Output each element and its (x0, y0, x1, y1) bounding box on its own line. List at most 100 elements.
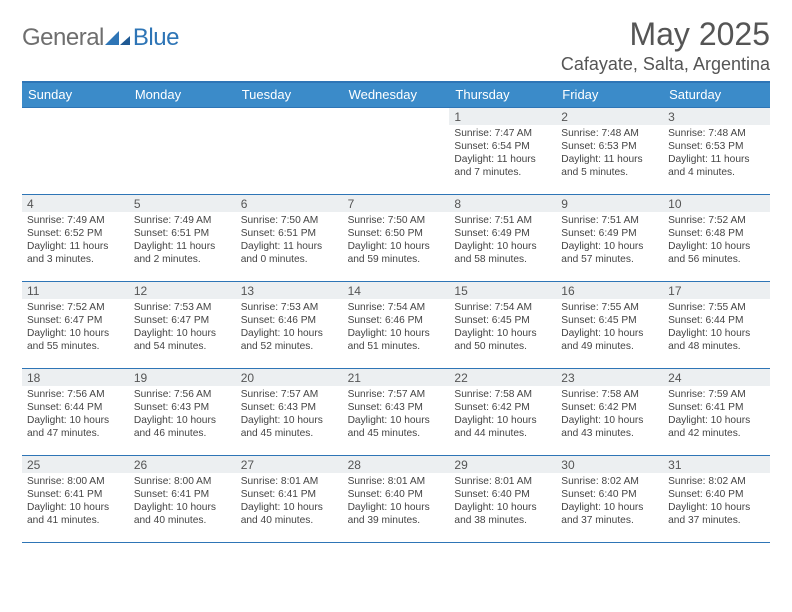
day-details: Sunrise: 7:58 AMSunset: 6:42 PMDaylight:… (556, 386, 663, 444)
day-cell: 24Sunrise: 7:59 AMSunset: 6:41 PMDayligh… (663, 369, 770, 455)
day-details: Sunrise: 7:52 AMSunset: 6:47 PMDaylight:… (22, 299, 129, 357)
day-number-row: 3 (663, 108, 770, 125)
detail-ss: Sunset: 6:50 PM (348, 227, 445, 240)
detail-sr: Sunrise: 7:49 AM (134, 214, 231, 227)
detail-ss: Sunset: 6:42 PM (561, 401, 658, 414)
detail-sr: Sunrise: 7:59 AM (668, 388, 765, 401)
detail-ss: Sunset: 6:40 PM (454, 488, 551, 501)
detail-d1: Daylight: 10 hours (454, 414, 551, 427)
detail-d2: and 52 minutes. (241, 340, 338, 353)
detail-d1: Daylight: 10 hours (27, 327, 124, 340)
week-row: 1Sunrise: 7:47 AMSunset: 6:54 PMDaylight… (22, 107, 770, 194)
day-number: 26 (134, 458, 147, 472)
detail-sr: Sunrise: 7:52 AM (668, 214, 765, 227)
calendar-bottom-rule (22, 542, 770, 543)
detail-d2: and 7 minutes. (454, 166, 551, 179)
detail-sr: Sunrise: 7:56 AM (134, 388, 231, 401)
day-details: Sunrise: 7:56 AMSunset: 6:44 PMDaylight:… (22, 386, 129, 444)
detail-ss: Sunset: 6:51 PM (241, 227, 338, 240)
detail-d2: and 58 minutes. (454, 253, 551, 266)
day-details: Sunrise: 7:50 AMSunset: 6:51 PMDaylight:… (236, 212, 343, 270)
day-number: 23 (561, 371, 574, 385)
day-details: Sunrise: 7:50 AMSunset: 6:50 PMDaylight:… (343, 212, 450, 270)
day-number-row: 30 (556, 456, 663, 473)
detail-d2: and 51 minutes. (348, 340, 445, 353)
day-number-row: 13 (236, 282, 343, 299)
day-cell: 28Sunrise: 8:01 AMSunset: 6:40 PMDayligh… (343, 456, 450, 542)
detail-d2: and 37 minutes. (668, 514, 765, 527)
day-cell: 29Sunrise: 8:01 AMSunset: 6:40 PMDayligh… (449, 456, 556, 542)
detail-ss: Sunset: 6:45 PM (561, 314, 658, 327)
detail-d1: Daylight: 10 hours (454, 240, 551, 253)
detail-d2: and 43 minutes. (561, 427, 658, 440)
detail-d1: Daylight: 10 hours (348, 414, 445, 427)
detail-d2: and 44 minutes. (454, 427, 551, 440)
day-details: Sunrise: 7:54 AMSunset: 6:45 PMDaylight:… (449, 299, 556, 357)
detail-d1: Daylight: 10 hours (134, 414, 231, 427)
detail-sr: Sunrise: 7:52 AM (27, 301, 124, 314)
day-cell: 21Sunrise: 7:57 AMSunset: 6:43 PMDayligh… (343, 369, 450, 455)
day-cell: 12Sunrise: 7:53 AMSunset: 6:47 PMDayligh… (129, 282, 236, 368)
day-cell: 14Sunrise: 7:54 AMSunset: 6:46 PMDayligh… (343, 282, 450, 368)
detail-ss: Sunset: 6:52 PM (27, 227, 124, 240)
day-number-row: 25 (22, 456, 129, 473)
detail-d1: Daylight: 11 hours (241, 240, 338, 253)
detail-sr: Sunrise: 7:56 AM (27, 388, 124, 401)
day-details: Sunrise: 7:52 AMSunset: 6:48 PMDaylight:… (663, 212, 770, 270)
detail-ss: Sunset: 6:44 PM (668, 314, 765, 327)
day-cell: 8Sunrise: 7:51 AMSunset: 6:49 PMDaylight… (449, 195, 556, 281)
detail-d1: Daylight: 10 hours (134, 327, 231, 340)
detail-ss: Sunset: 6:42 PM (454, 401, 551, 414)
day-details: Sunrise: 7:48 AMSunset: 6:53 PMDaylight:… (556, 125, 663, 183)
day-details: Sunrise: 8:02 AMSunset: 6:40 PMDaylight:… (663, 473, 770, 531)
detail-d2: and 45 minutes. (241, 427, 338, 440)
day-details: Sunrise: 8:02 AMSunset: 6:40 PMDaylight:… (556, 473, 663, 531)
detail-d1: Daylight: 10 hours (561, 501, 658, 514)
detail-d1: Daylight: 11 hours (668, 153, 765, 166)
day-details: Sunrise: 7:57 AMSunset: 6:43 PMDaylight:… (343, 386, 450, 444)
detail-d1: Daylight: 10 hours (348, 327, 445, 340)
day-number-row: 28 (343, 456, 450, 473)
day-number: 14 (348, 284, 361, 298)
day-number-row: 14 (343, 282, 450, 299)
detail-d2: and 37 minutes. (561, 514, 658, 527)
day-details: Sunrise: 7:53 AMSunset: 6:47 PMDaylight:… (129, 299, 236, 357)
logo-word2: Blue (133, 24, 179, 51)
day-cell: 1Sunrise: 7:47 AMSunset: 6:54 PMDaylight… (449, 108, 556, 194)
week-row: 4Sunrise: 7:49 AMSunset: 6:52 PMDaylight… (22, 194, 770, 281)
detail-d1: Daylight: 10 hours (27, 501, 124, 514)
detail-ss: Sunset: 6:47 PM (134, 314, 231, 327)
detail-sr: Sunrise: 7:48 AM (561, 127, 658, 140)
detail-d2: and 48 minutes. (668, 340, 765, 353)
dow-sunday: Sunday (22, 83, 129, 107)
day-details: Sunrise: 7:59 AMSunset: 6:41 PMDaylight:… (663, 386, 770, 444)
detail-sr: Sunrise: 7:57 AM (241, 388, 338, 401)
day-details: Sunrise: 7:58 AMSunset: 6:42 PMDaylight:… (449, 386, 556, 444)
day-number: 15 (454, 284, 467, 298)
detail-d2: and 38 minutes. (454, 514, 551, 527)
day-number: 2 (561, 110, 568, 124)
day-cell (22, 108, 129, 194)
page: GeneralBlue May 2025 Cafayate, Salta, Ar… (0, 0, 792, 612)
day-cell: 30Sunrise: 8:02 AMSunset: 6:40 PMDayligh… (556, 456, 663, 542)
day-number: 29 (454, 458, 467, 472)
day-cell: 25Sunrise: 8:00 AMSunset: 6:41 PMDayligh… (22, 456, 129, 542)
detail-sr: Sunrise: 7:54 AM (454, 301, 551, 314)
detail-ss: Sunset: 6:40 PM (668, 488, 765, 501)
detail-d1: Daylight: 11 hours (27, 240, 124, 253)
detail-ss: Sunset: 6:53 PM (561, 140, 658, 153)
day-number-row: 24 (663, 369, 770, 386)
day-details: Sunrise: 7:49 AMSunset: 6:51 PMDaylight:… (129, 212, 236, 270)
day-cell: 18Sunrise: 7:56 AMSunset: 6:44 PMDayligh… (22, 369, 129, 455)
detail-d1: Daylight: 10 hours (668, 501, 765, 514)
detail-d2: and 56 minutes. (668, 253, 765, 266)
day-cell: 5Sunrise: 7:49 AMSunset: 6:51 PMDaylight… (129, 195, 236, 281)
day-number-row: 21 (343, 369, 450, 386)
detail-d1: Daylight: 10 hours (241, 414, 338, 427)
day-details: Sunrise: 7:56 AMSunset: 6:43 PMDaylight:… (129, 386, 236, 444)
day-number: 8 (454, 197, 461, 211)
day-number-row: 31 (663, 456, 770, 473)
detail-sr: Sunrise: 7:49 AM (27, 214, 124, 227)
detail-sr: Sunrise: 7:50 AM (348, 214, 445, 227)
detail-sr: Sunrise: 7:54 AM (348, 301, 445, 314)
